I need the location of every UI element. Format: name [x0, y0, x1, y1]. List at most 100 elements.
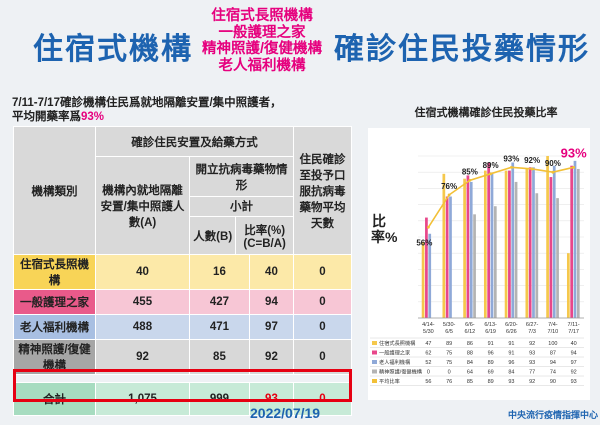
bar: [428, 233, 432, 318]
table-row: 精神照護/復健機構 92 85 92 0: [13, 339, 352, 375]
bar: [449, 196, 452, 318]
legend-label: 精神照護/復健機構: [379, 368, 423, 376]
table-cell: 56: [425, 379, 431, 385]
bar: [576, 168, 580, 318]
average-point: [447, 193, 451, 197]
x-tick-label: 5/30-: [443, 322, 456, 328]
bar: [532, 167, 535, 318]
bar: [549, 177, 553, 318]
legend-label: 老人福利機構: [379, 358, 411, 366]
total-people: 999: [189, 382, 250, 416]
table-cell: 52: [425, 360, 431, 366]
total-count: 1,075: [95, 382, 190, 416]
row-name: 精神照護/復健機構: [13, 339, 96, 375]
row-count: 488: [95, 314, 190, 340]
x-tick-label: 6/19: [485, 329, 496, 335]
header-avg-days: 住民確診至投予口服抗病毒藥物平均天數: [293, 126, 352, 255]
table-cell: 93: [529, 360, 535, 366]
header-ratio: 比率(%)(C=B/A): [243, 224, 286, 250]
row-days: 0: [293, 314, 352, 340]
table-cell: 97: [571, 360, 577, 366]
institution-types: 住宿式長照機構 一般護理之家 精神照護/復健機構 老人福利機構: [191, 8, 333, 74]
bar: [552, 165, 556, 318]
table-cell: 64: [467, 370, 473, 376]
table-cell: 91: [508, 351, 514, 357]
row-days: 0: [293, 339, 352, 375]
summary-note-line1: 7/11-7/17確診機構住民爲就地隔離安置/集中照護者，: [12, 97, 282, 109]
table-cell: 89: [488, 360, 494, 366]
bar: [466, 175, 470, 318]
page-title-right: 確診住民投藥情形: [334, 33, 590, 66]
table-cell: 94: [571, 351, 577, 357]
average-label: 93%: [561, 145, 587, 160]
average-label: 92%: [524, 156, 540, 165]
x-tick-label: 6/27-: [526, 322, 539, 328]
bar: [473, 214, 476, 318]
header-subtotal: 小計: [190, 197, 293, 217]
average-label: 85%: [462, 167, 478, 176]
table-cell: 74: [550, 370, 556, 376]
page-header: 住宿式機構 住宿式長照機構 一般護理之家 精神照護/復健機構 老人福利機構 確診…: [0, 0, 600, 88]
x-tick-label: 6/6-: [465, 322, 475, 328]
row-name: 一般護理之家: [13, 289, 96, 315]
bar: [511, 162, 515, 318]
average-point: [551, 170, 555, 174]
table-cell: 62: [425, 351, 431, 357]
table-cell: 87: [550, 351, 556, 357]
summary-note-rate: 93%: [81, 111, 105, 123]
table-cell: 93: [571, 379, 577, 385]
average-point: [426, 225, 430, 229]
table-row: 老人福利機構 488 471 97 0: [13, 314, 352, 340]
bar: [487, 162, 491, 318]
header-isolated-count: 機構內就地隔離安置/集中照護人數(A): [95, 156, 190, 255]
header-antiviral-group: 開立抗病毒藥物情形: [189, 156, 294, 197]
bar: [483, 170, 487, 318]
row-people: 85: [189, 339, 250, 375]
table-cell: 92: [529, 379, 535, 385]
table-cell: 93: [529, 351, 535, 357]
row-people: 471: [189, 314, 250, 340]
row-ratio: 94: [248, 289, 295, 315]
institution-type-nursing-home: 一般護理之家: [218, 24, 306, 41]
bar: [425, 217, 428, 318]
x-tick-label: 6/20-: [505, 322, 518, 328]
table-row: 住宿式長照機構 40 16 40 0: [13, 254, 352, 290]
row-days: 0: [293, 289, 352, 315]
average-label: 89%: [483, 161, 499, 170]
x-tick-label: 6/5: [445, 329, 453, 335]
bar: [421, 241, 425, 318]
average-point: [489, 172, 493, 176]
table-cell: 77: [529, 370, 535, 376]
bar: [528, 167, 532, 318]
table-cell: 85: [467, 379, 473, 385]
summary-note: 7/11-7/17確診機構住民爲就地隔離安置/集中照護者， 平均開藥率爲93%: [12, 96, 342, 124]
bar: [442, 173, 446, 318]
row-people: 16: [189, 254, 250, 290]
bar: [525, 168, 529, 318]
table-cell: 84: [467, 360, 473, 366]
institution-type-long-term-care: 住宿式長照機構: [211, 8, 313, 24]
table-cell: 86: [467, 341, 473, 347]
legend-swatch: [372, 341, 377, 345]
average-point: [509, 165, 513, 169]
row-count: 455: [95, 289, 190, 315]
bar: [469, 181, 473, 318]
legend-label: 平均比率: [379, 377, 400, 385]
bar: [504, 170, 508, 318]
row-people: 427: [189, 289, 250, 315]
table-cell: 92: [529, 341, 535, 347]
legend-label: 住宿式長照機構: [379, 339, 416, 347]
bar: [445, 196, 449, 318]
chart-title: 住宿式機構確診住民投藥比率: [414, 107, 558, 119]
x-tick-label: 7/10: [548, 329, 559, 335]
x-tick-label: 7/4-: [548, 322, 558, 328]
row-count: 40: [95, 254, 190, 290]
table-cell: 0: [427, 370, 430, 376]
table-cell: 89: [446, 341, 452, 347]
x-tick-label: 7/17: [568, 329, 579, 335]
header-people: 人數(B): [190, 217, 237, 254]
table-row: 一般護理之家 455 427 94 0: [13, 289, 352, 315]
x-tick-label: 4/14-: [422, 322, 435, 328]
row-ratio: 92: [248, 339, 295, 375]
bar: [508, 170, 511, 318]
